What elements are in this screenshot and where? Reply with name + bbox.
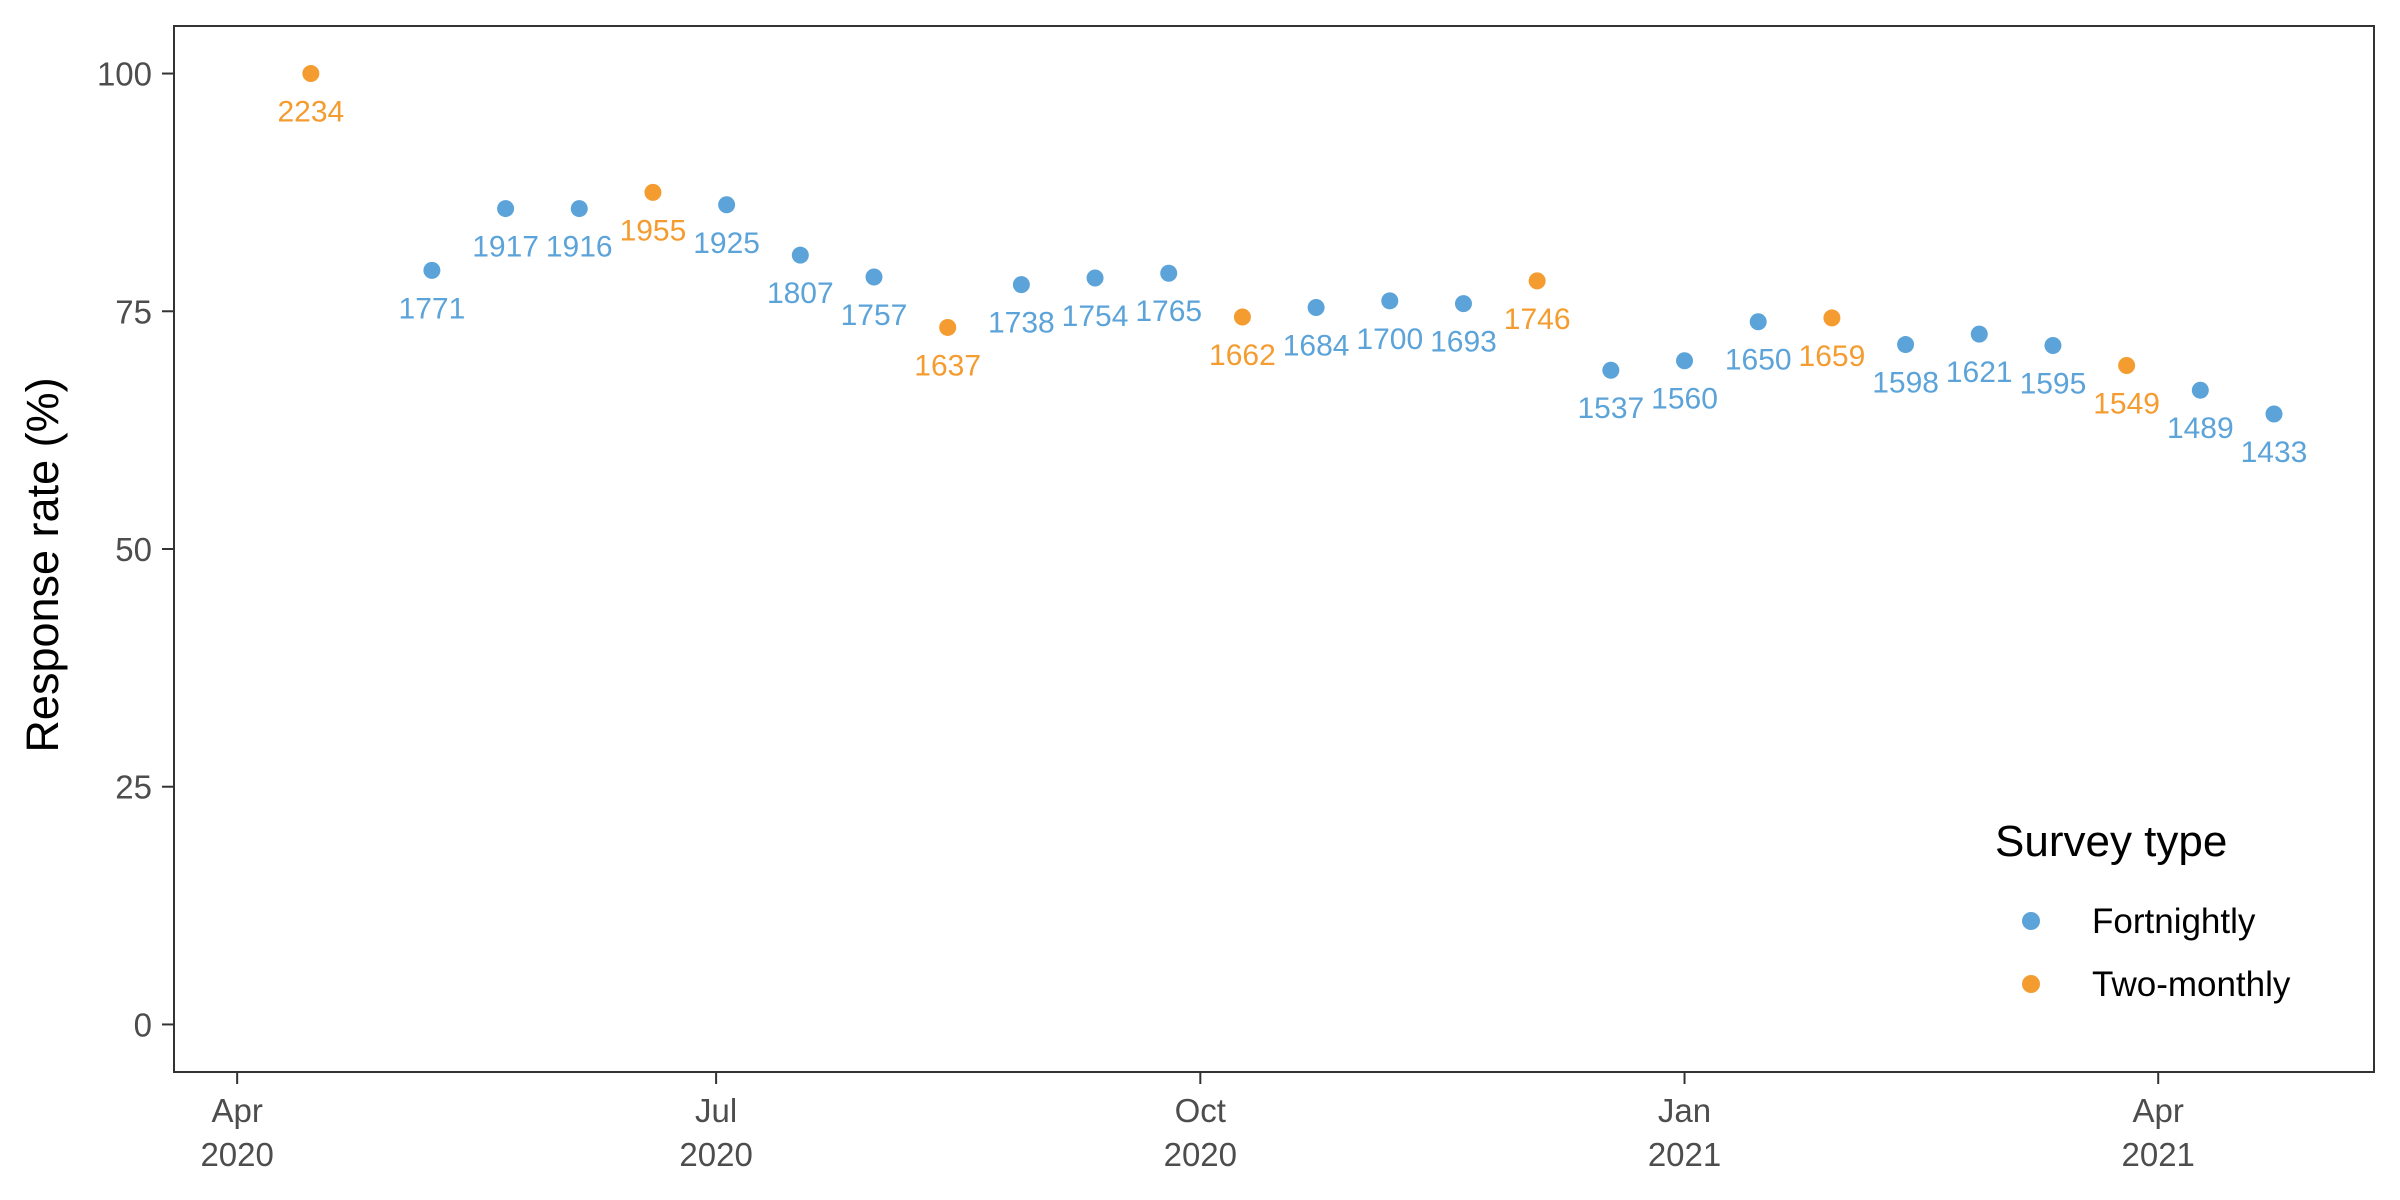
- data-label-fortnightly: 1916: [546, 231, 613, 264]
- data-point-fortnightly: [865, 268, 883, 286]
- data-point-two-monthly: [2118, 356, 2136, 374]
- data-label-fortnightly: 1693: [1430, 326, 1497, 359]
- data-label-two-monthly: 1549: [2093, 387, 2160, 420]
- data-label-fortnightly: 1771: [399, 292, 466, 325]
- data-point-fortnightly: [718, 196, 736, 214]
- y-tick-label: 100: [97, 56, 152, 93]
- data-point-two-monthly: [939, 318, 957, 336]
- data-point-two-monthly: [644, 183, 662, 201]
- data-point-two-monthly: [1528, 272, 1546, 290]
- data-point-fortnightly: [1381, 292, 1399, 310]
- data-point-fortnightly: [1970, 325, 1988, 343]
- data-label-fortnightly: 1807: [767, 277, 834, 310]
- data-label-fortnightly: 1738: [988, 307, 1055, 340]
- y-tick-label: 50: [115, 531, 152, 568]
- x-tick-label: Apr 2020: [200, 1092, 273, 1173]
- y-tick-label: 25: [115, 769, 152, 806]
- y-axis: 0 25 50 75 100: [97, 56, 174, 1043]
- data-label-two-monthly: 1662: [1209, 339, 1276, 372]
- data-label-fortnightly: 1560: [1651, 383, 1718, 416]
- data-label-fortnightly: 1765: [1135, 295, 1202, 328]
- data-label-fortnightly: 1754: [1062, 300, 1129, 333]
- legend-label: Two-monthly: [2092, 965, 2291, 1004]
- data-label-two-monthly: 1746: [1504, 303, 1571, 336]
- data-point-fortnightly: [1086, 269, 1104, 287]
- data-label-two-monthly: 1955: [620, 214, 687, 247]
- y-tick-label: 75: [115, 293, 152, 330]
- legend-label: Fortnightly: [2092, 902, 2256, 941]
- x-tick-label: Apr 2021: [2121, 1092, 2194, 1173]
- data-point-fortnightly: [791, 246, 809, 264]
- data-point-fortnightly: [1454, 295, 1472, 313]
- data-point-fortnightly: [1307, 298, 1325, 316]
- data-point-fortnightly: [423, 261, 441, 279]
- y-tick-label: 0: [134, 1006, 152, 1043]
- data-label-fortnightly: 1700: [1356, 323, 1423, 356]
- data-point-fortnightly: [1676, 352, 1694, 370]
- data-point-fortnightly: [1749, 313, 1767, 331]
- data-point-fortnightly: [2044, 337, 2062, 355]
- x-axis: Apr 2020 Jul 2020 Oct 2020 Jan 2021 Apr 2021: [200, 1072, 2195, 1173]
- data-label-fortnightly: 1598: [1872, 367, 1939, 400]
- data-label-fortnightly: 1489: [2167, 412, 2234, 445]
- legend-title: Survey type: [1995, 817, 2227, 866]
- x-tick-label: Jan 2021: [1648, 1092, 1721, 1173]
- data-point-fortnightly: [1602, 361, 1620, 379]
- data-point-fortnightly: [2191, 381, 2209, 399]
- legend-key-two-monthly: [2022, 975, 2040, 993]
- data-label-fortnightly: 1917: [472, 231, 539, 264]
- data-label-two-monthly: 2234: [277, 96, 344, 129]
- data-point-fortnightly: [497, 200, 515, 218]
- x-tick-label: Oct 2020: [1164, 1092, 1237, 1173]
- data-label-fortnightly: 1925: [693, 227, 760, 260]
- y-axis-title: Response rate (%): [17, 377, 68, 752]
- data-point-two-monthly: [302, 65, 320, 83]
- data-point-two-monthly: [1823, 309, 1841, 327]
- data-label-fortnightly: 1684: [1283, 329, 1350, 362]
- data-label-two-monthly: 1659: [1799, 340, 1866, 373]
- data-label-fortnightly: 1621: [1946, 356, 2013, 389]
- data-label-fortnightly: 1433: [2241, 436, 2308, 469]
- data-label-fortnightly: 1650: [1725, 344, 1792, 377]
- data-point-two-monthly: [1233, 308, 1251, 326]
- data-label-fortnightly: 1595: [2020, 368, 2087, 401]
- data-point-fortnightly: [1012, 276, 1030, 294]
- data-label-fortnightly: 1537: [1577, 392, 1644, 425]
- data-point-fortnightly: [1897, 336, 1915, 354]
- legend-key-fortnightly: [2022, 912, 2040, 930]
- data-point-fortnightly: [2265, 405, 2283, 423]
- legend: Survey type Fortnightly Two-monthly: [1995, 817, 2291, 1004]
- data-point-fortnightly: [570, 200, 588, 218]
- plot-panel: [173, 25, 2375, 1073]
- data-label-two-monthly: 1637: [914, 349, 981, 382]
- data-label-fortnightly: 1757: [841, 299, 908, 332]
- data-point-fortnightly: [1160, 264, 1178, 282]
- x-tick-label: Jul 2020: [679, 1092, 752, 1173]
